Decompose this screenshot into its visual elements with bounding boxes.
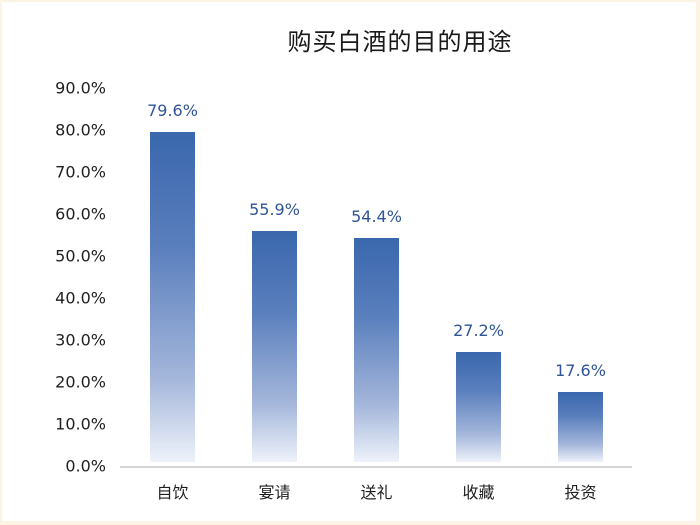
bar xyxy=(558,392,603,462)
x-category-label: 收藏 xyxy=(462,483,495,502)
bar-value-label: 17.6% xyxy=(555,361,606,381)
bar xyxy=(150,131,195,462)
y-tick-label: 0.0% xyxy=(65,456,106,476)
y-tick-label: 10.0% xyxy=(55,414,106,434)
y-tick-label: 20.0% xyxy=(55,372,106,392)
bar xyxy=(252,231,297,462)
y-tick-label: 50.0% xyxy=(55,246,106,266)
x-category-label: 宴请 xyxy=(258,483,291,502)
y-tick-label: 80.0% xyxy=(55,120,106,140)
bar-value-label: 79.6% xyxy=(147,100,198,120)
chart-title: 购买白酒的目的用途 xyxy=(287,28,513,56)
y-tick-label: 90.0% xyxy=(55,78,106,98)
x-axis-line xyxy=(120,466,632,468)
y-tick-label: 30.0% xyxy=(55,330,106,350)
y-tick-label: 40.0% xyxy=(55,288,106,308)
y-tick-label: 70.0% xyxy=(55,162,106,182)
x-category-label: 自饮 xyxy=(156,483,189,502)
x-category-label: 送礼 xyxy=(360,483,393,502)
bar-value-label: 55.9% xyxy=(249,200,300,220)
bar-value-label: 27.2% xyxy=(453,320,504,340)
x-category-label: 投资 xyxy=(564,483,597,502)
bar xyxy=(456,351,501,462)
bar xyxy=(354,237,399,462)
bar-value-label: 54.4% xyxy=(351,206,402,226)
y-tick-label: 60.0% xyxy=(55,204,106,224)
